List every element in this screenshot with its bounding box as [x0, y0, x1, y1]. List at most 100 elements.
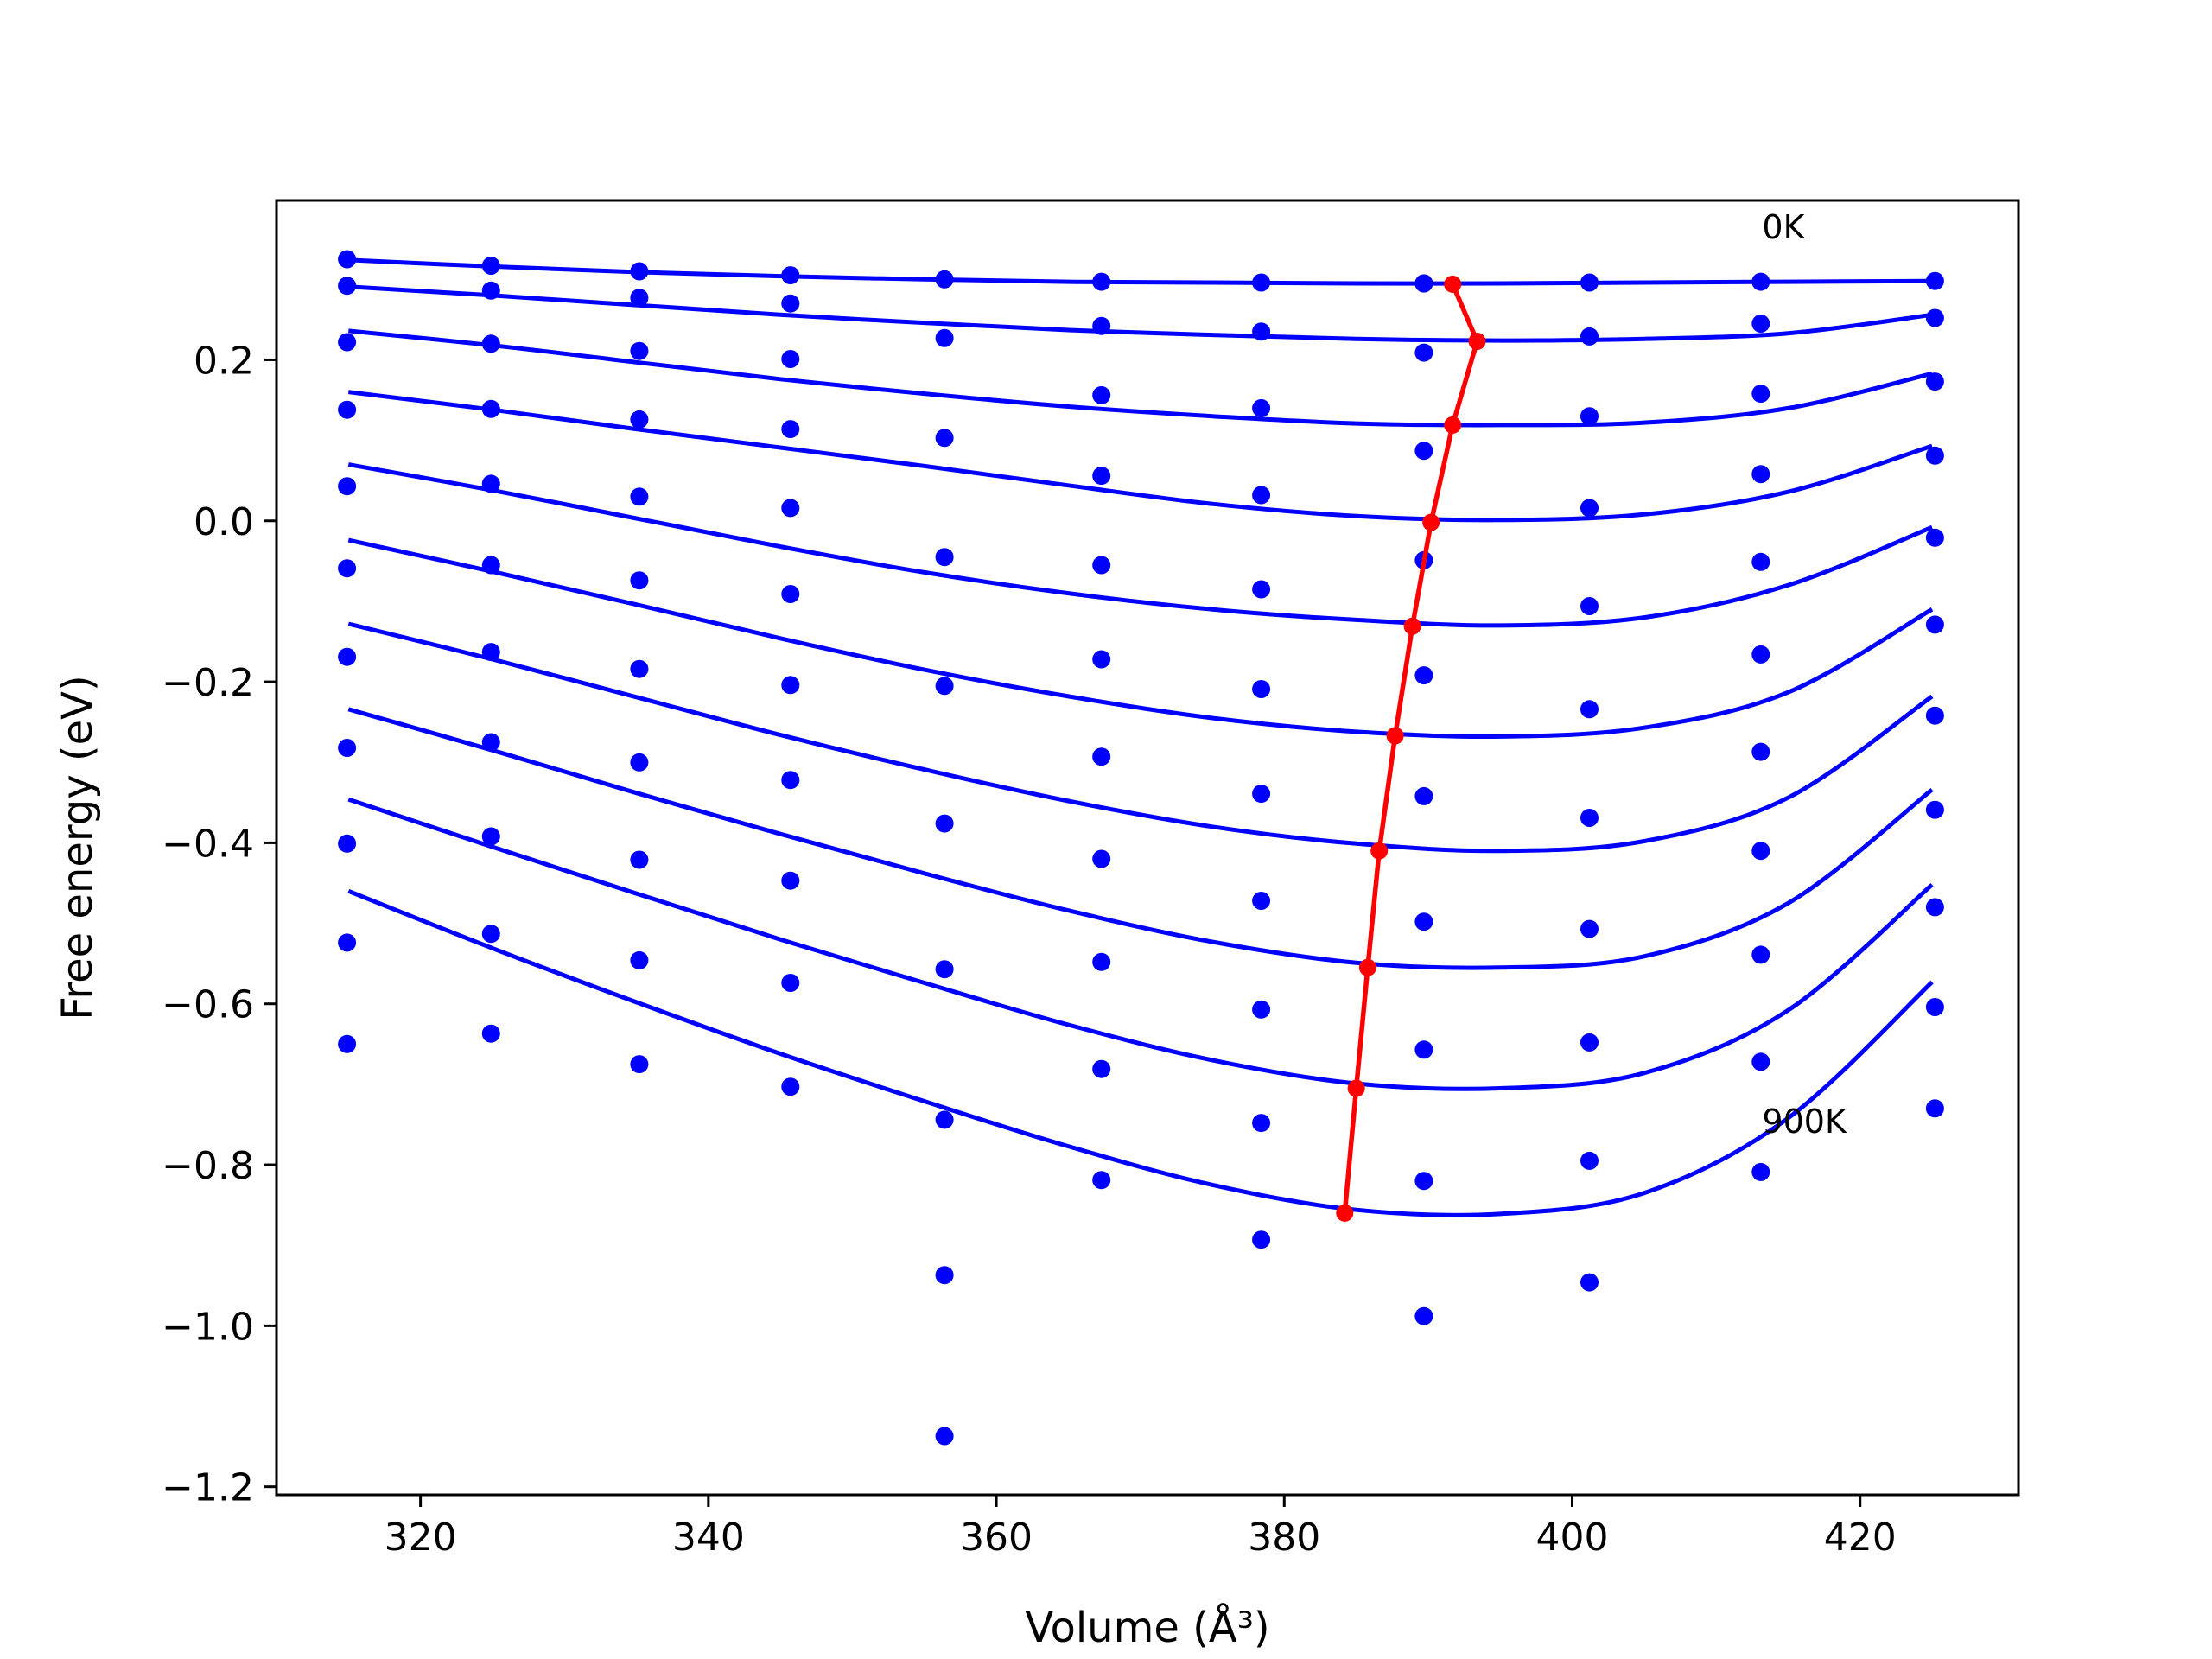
data-point-s7-9 — [1751, 842, 1770, 861]
data-point-s8-6 — [1252, 1000, 1271, 1019]
data-point-s4-0 — [338, 477, 357, 496]
plot-content — [338, 250, 1944, 1446]
data-point-s4-4 — [935, 677, 954, 696]
data-point-s2-5 — [1092, 385, 1111, 404]
data-point-s8-0 — [338, 834, 357, 853]
equilibrium-point-4 — [1403, 617, 1421, 635]
data-point-s7-0 — [338, 739, 357, 757]
data-point-s3-3 — [781, 420, 800, 439]
data-point-s5-6 — [1252, 680, 1271, 698]
data-point-s9-4 — [935, 1427, 954, 1446]
data-point-s0-2 — [630, 262, 649, 281]
data-point-s10-8 — [1580, 1273, 1599, 1292]
data-point-s3-10 — [1925, 446, 1944, 465]
x-tick-label: 380 — [1248, 1516, 1320, 1560]
data-point-s5-0 — [338, 559, 357, 578]
data-point-s1-0 — [338, 276, 357, 296]
y-tick-label: −0.6 — [162, 983, 254, 1027]
data-point-s1-6 — [1252, 322, 1271, 341]
data-point-s2-8 — [1580, 407, 1599, 426]
data-point-s8-7 — [1414, 1040, 1433, 1059]
data-point-s4-2 — [630, 487, 649, 506]
data-point-s2-2 — [630, 341, 649, 360]
data-point-s9-0 — [338, 933, 357, 952]
data-point-s9-7 — [1414, 1172, 1433, 1191]
data-point-s4-5 — [1092, 556, 1111, 575]
x-tick-label: 340 — [672, 1516, 745, 1560]
data-point-s3-5 — [1092, 467, 1111, 486]
data-point-s3-6 — [1252, 486, 1271, 505]
data-point-s6-9 — [1751, 742, 1770, 761]
annotation-label: 900K — [1762, 1103, 1847, 1141]
y-tick-label: −1.0 — [162, 1305, 254, 1349]
y-tick-label: −0.4 — [162, 822, 254, 866]
data-point-s0-3 — [781, 266, 800, 285]
x-tick-label: 360 — [960, 1516, 1033, 1560]
data-point-s8-1 — [481, 827, 500, 846]
fit-curve-2 — [348, 328, 1933, 428]
data-point-s9-6 — [1252, 1114, 1271, 1133]
data-point-s8-8 — [1580, 1033, 1599, 1052]
data-point-s1-5 — [1092, 316, 1111, 335]
data-point-s7-10 — [1925, 800, 1944, 819]
data-point-s2-1 — [481, 334, 500, 353]
data-point-s10-0 — [338, 1034, 357, 1053]
data-point-s6-2 — [630, 659, 649, 678]
data-point-s1-1 — [481, 281, 500, 300]
data-point-s5-4 — [935, 814, 954, 833]
data-point-s9-9 — [1751, 1052, 1770, 1071]
data-point-s0-0 — [338, 250, 357, 269]
y-tick-label: 0.0 — [194, 500, 254, 544]
data-point-s6-1 — [481, 643, 500, 662]
data-point-s1-10 — [1925, 308, 1944, 327]
data-point-s5-1 — [481, 556, 500, 575]
data-point-s5-10 — [1925, 615, 1944, 634]
fit-curve-3 — [347, 390, 1933, 523]
data-point-s7-8 — [1580, 919, 1599, 938]
data-point-s8-9 — [1751, 945, 1770, 964]
data-point-s0-5 — [1092, 272, 1111, 291]
equilibrium-point-3 — [1422, 513, 1440, 531]
data-point-s3-8 — [1580, 499, 1599, 518]
data-point-s10-5 — [1092, 1171, 1111, 1190]
y-axis: −1.2 −1.0 −0.8 −0.6 −0.4 −0.2 0.0 0.2 — [162, 339, 276, 1510]
data-point-s8-10 — [1925, 898, 1944, 917]
data-point-s10-7 — [1414, 1306, 1433, 1325]
data-point-s5-7 — [1414, 666, 1433, 685]
data-point-s6-4 — [935, 960, 954, 979]
data-point-s4-9 — [1751, 552, 1770, 571]
data-point-s5-2 — [630, 571, 649, 590]
x-axis-label: Volume (Å³) — [1025, 1603, 1269, 1652]
equilibrium-line — [1342, 283, 1480, 1214]
x-tick-label: 320 — [385, 1516, 457, 1560]
data-point-s2-4 — [935, 429, 954, 448]
fit-curve-8 — [347, 797, 1934, 1091]
data-point-s5-5 — [1092, 650, 1111, 669]
equilibrium-point-6 — [1370, 842, 1389, 860]
data-point-s7-6 — [1252, 892, 1271, 910]
data-point-s6-0 — [338, 647, 357, 666]
y-axis-label: Free energy (eV) — [54, 675, 102, 1020]
data-point-s6-7 — [1414, 786, 1433, 805]
plot-frame — [275, 199, 2020, 1497]
data-point-s7-2 — [630, 753, 649, 772]
data-point-s5-3 — [781, 585, 800, 603]
data-point-s0-1 — [481, 257, 500, 275]
data-point-s7-4 — [935, 1110, 954, 1129]
data-point-s3-7 — [1414, 442, 1433, 461]
data-point-s4-1 — [481, 474, 500, 493]
x-axis: 320 340 360 380 400 420 — [385, 1495, 1897, 1560]
data-point-s2-9 — [1751, 385, 1770, 404]
fit-curve-9 — [347, 888, 1934, 1217]
equilibrium-point-2 — [1444, 416, 1462, 434]
data-point-s10-6 — [1252, 1230, 1271, 1249]
data-point-s4-6 — [1252, 580, 1271, 599]
equilibrium-point-8 — [1347, 1079, 1365, 1097]
data-point-s9-10 — [1925, 998, 1944, 1016]
data-point-s10-2 — [630, 1055, 649, 1074]
equilibrium-point-9 — [1336, 1204, 1354, 1222]
data-point-s4-8 — [1580, 597, 1599, 615]
equilibrium-point-5 — [1386, 727, 1404, 745]
annotation-label: 0K — [1762, 208, 1805, 246]
